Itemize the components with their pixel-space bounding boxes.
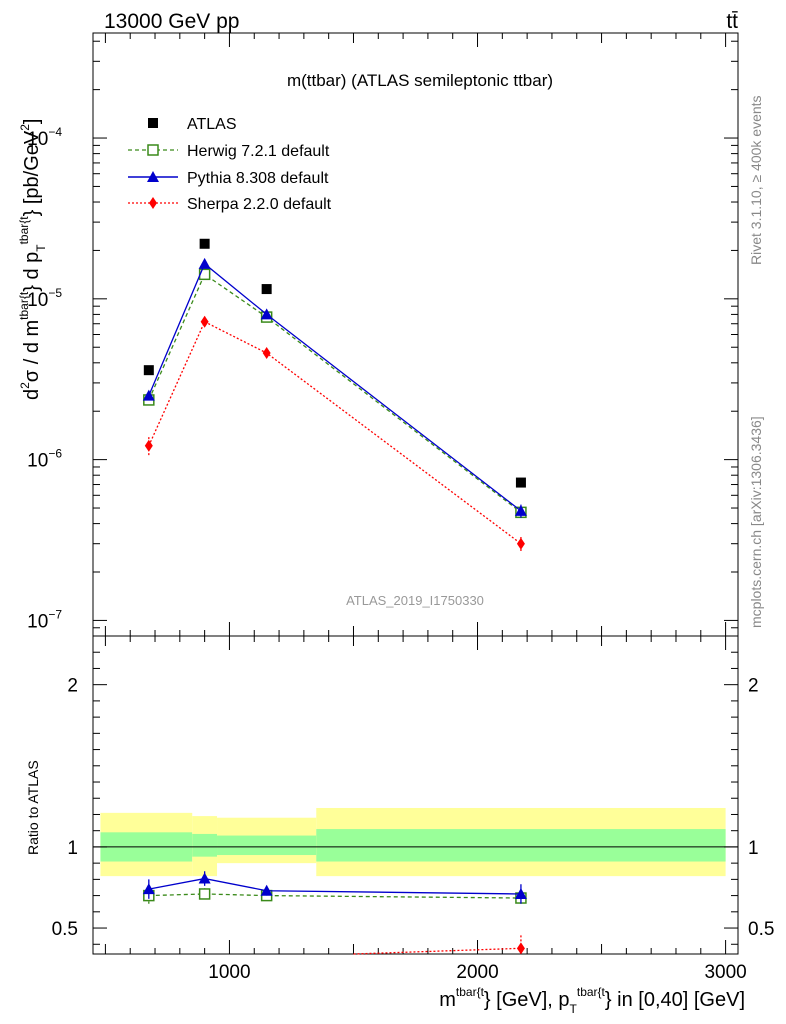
ratio-point-pythia: [142, 883, 155, 895]
legend-marker-sherpa: [149, 197, 157, 209]
header-right: tt̄: [726, 10, 738, 33]
ratio-axis-ticks: 1000 2000 3000 0.5 0.5 1 1 2 2: [52, 636, 774, 983]
main-line-sherpa: [148, 320, 522, 545]
main-point-pythia: [142, 389, 155, 401]
ratio-uncertainty-bands: [100, 807, 726, 877]
ratio-line-herwig: [148, 893, 521, 899]
main-point-sherpa: [516, 537, 525, 550]
ratio-point-pythia: [260, 884, 273, 896]
ratio-band-inner-2: [217, 835, 317, 856]
ratio-y-tick-label-right-1: 1: [748, 838, 759, 859]
main-point-sherpa: [262, 347, 271, 360]
main-series-layer: [142, 238, 527, 552]
main-y-tick-label-0: 10−7: [27, 607, 62, 632]
legend-marker-herwig: [147, 144, 159, 156]
legend-label-herwig: Herwig 7.2.1 default: [187, 143, 330, 160]
x-tick-label-1: 2000: [456, 962, 498, 983]
main-y-tick-exponent-3: −4: [48, 125, 62, 139]
legend-marker-atlas: [148, 118, 158, 128]
main-y-axis-label: d2σ / d mtbar{t} d pTtbar{t} [pb/GeV2]: [17, 119, 48, 401]
main-point-atlas: [199, 238, 210, 249]
main-point-atlas: [261, 284, 272, 295]
main-y-tick-exponent-2: −5: [48, 286, 62, 300]
ratio-y-tick-label-left-2: 2: [67, 676, 78, 697]
ratio-series-layer: [142, 871, 527, 955]
main-axis-ticks: 10−710−610−510−4: [27, 33, 738, 637]
ratio-y-tick-label-right-0: 0.5: [748, 919, 774, 940]
ratio-line-pythia: [148, 877, 521, 895]
ratio-plot-frame: [92, 635, 739, 955]
legend: ATLAS Herwig 7.2.1 default Pythia 8.308 …: [128, 116, 332, 213]
rivet-version-label: Rivet 3.1.10, ≥ 400k events: [748, 95, 764, 265]
main-point-pythia: [514, 504, 527, 516]
legend-label-atlas: ATLAS: [187, 116, 237, 133]
x-tick-label-2: 3000: [704, 962, 746, 983]
legend-label-pythia: Pythia 8.308 default: [187, 170, 329, 187]
header-left: 13000 GeV pp: [104, 10, 239, 33]
ratio-y-tick-label-left-0: 0.5: [52, 919, 78, 940]
main-point-atlas: [143, 365, 154, 376]
ratio-y-tick-label-left-1: 1: [67, 838, 78, 859]
main-point-pythia: [260, 308, 273, 320]
plot-title: m(ttbar) (ATLAS semileptonic ttbar): [287, 71, 553, 90]
main-y-tick-exponent-0: −7: [48, 607, 62, 621]
mcplots-credit-label: mcplots.cern.ch [arXiv:1306.3436]: [748, 416, 764, 628]
analysis-watermark: ATLAS_2019_I1750330: [346, 593, 484, 608]
main-line-pythia: [148, 262, 522, 512]
main-line-herwig: [148, 273, 522, 513]
ratio-band-inner-1: [192, 833, 218, 857]
legend-marker-pythia: [147, 171, 159, 182]
main-point-sherpa: [144, 439, 153, 452]
ratio-y-tick-label-right-2: 2: [748, 676, 759, 697]
ratio-point-herwig: [198, 888, 211, 900]
ratio-point-sherpa: [516, 942, 525, 955]
main-y-tick-exponent-1: −6: [48, 447, 62, 461]
x-axis-label: mtbar{t} [GeV], pTtbar{t} in [0,40] [GeV…: [439, 985, 745, 1016]
x-tick-label-0: 1000: [208, 962, 250, 983]
ratio-band-inner-3: [316, 829, 726, 862]
main-point-atlas: [515, 477, 526, 488]
legend-label-sherpa: Sherpa 2.2.0 default: [187, 196, 332, 213]
main-y-tick-label-1: 10−6: [27, 447, 62, 472]
ratio-point-pythia: [514, 887, 527, 899]
ratio-point-pythia: [198, 872, 211, 884]
main-y-tick-label-2: 10−5: [27, 286, 62, 311]
ratio-y-axis-label: Ratio to ATLAS: [25, 760, 41, 855]
main-point-sherpa: [200, 315, 209, 328]
main-point-pythia: [198, 257, 211, 269]
